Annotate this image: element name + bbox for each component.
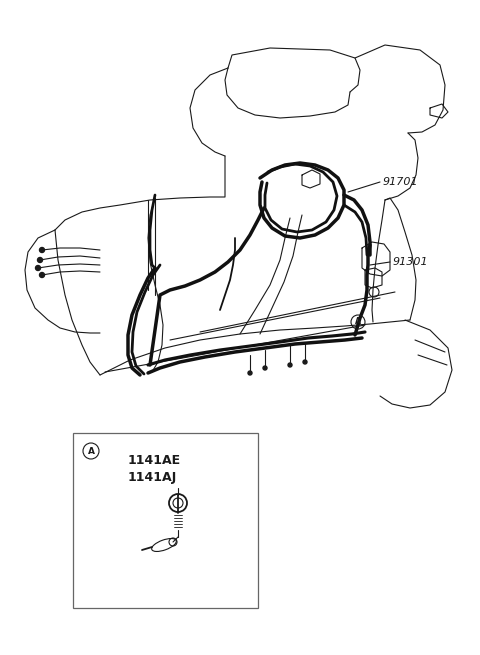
Circle shape xyxy=(36,265,40,271)
Text: A: A xyxy=(87,447,95,455)
Circle shape xyxy=(248,371,252,375)
Circle shape xyxy=(37,257,43,263)
Bar xyxy=(73,433,258,608)
Circle shape xyxy=(303,360,307,364)
Circle shape xyxy=(39,272,45,278)
Circle shape xyxy=(263,366,267,370)
Text: 1141AE: 1141AE xyxy=(128,455,181,468)
Circle shape xyxy=(288,363,292,367)
Text: 91301: 91301 xyxy=(393,257,429,267)
Text: 1141AJ: 1141AJ xyxy=(128,472,177,485)
Circle shape xyxy=(39,248,45,252)
Text: A: A xyxy=(355,318,361,326)
Text: 91701: 91701 xyxy=(383,177,419,187)
